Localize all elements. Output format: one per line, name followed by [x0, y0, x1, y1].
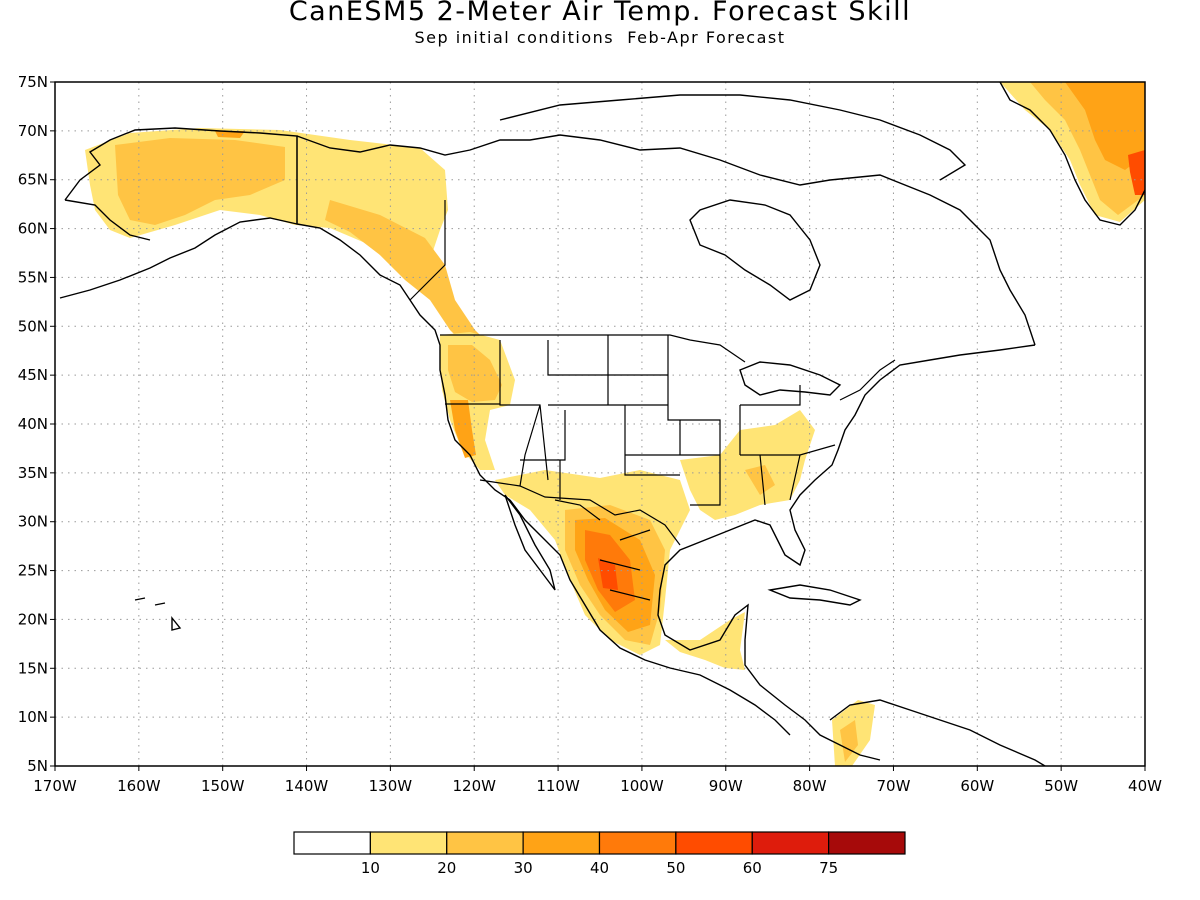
coastline-alaska-west	[64, 199, 151, 241]
lon-label: 150W	[201, 777, 245, 795]
colorbar-label: 60	[743, 859, 762, 877]
boundary-us-canada	[440, 334, 896, 401]
colorbar: 10 20 30 40 50 60 75	[293, 831, 906, 877]
coastline-arctic-islands	[499, 94, 967, 181]
latitude-labels: 5N 10N 15N 20N 25N 30N 35N 40N 45N 50N 55N 60N 65N 70…	[18, 73, 55, 775]
lat-label: 25N	[18, 562, 48, 580]
lon-label: 170W	[33, 777, 77, 795]
coastline-great-lakes	[739, 361, 842, 396]
coastline-greenland	[999, 82, 1145, 226]
colorbar-label: 50	[666, 859, 685, 877]
lon-label: 130W	[369, 777, 413, 795]
lon-label: 100W	[620, 777, 664, 795]
lat-label: 75N	[18, 73, 48, 91]
skill-region-alaska-interior	[115, 138, 285, 225]
coastline-alaska	[64, 127, 511, 501]
lon-label: 90W	[709, 777, 743, 795]
lon-label: 110W	[536, 777, 580, 795]
skill-region-southeast-us	[680, 410, 815, 520]
colorbar-swatch	[751, 831, 830, 855]
lat-label: 15N	[18, 659, 48, 677]
skill-region-california	[450, 400, 476, 458]
skill-region-bc-coast	[325, 200, 490, 350]
colorbar-swatch	[369, 831, 448, 855]
lat-label: 35N	[18, 464, 48, 482]
boundary-us-mexico	[479, 479, 681, 546]
coastline-mexico-west	[509, 499, 791, 736]
colorbar-swatch	[446, 831, 524, 855]
coastline-baja	[504, 494, 556, 591]
lon-label: 120W	[452, 777, 496, 795]
colorbar-label: 10	[361, 859, 380, 877]
longitude-labels: 170W 160W 150W 140W 130W 120W 110W 100W 90W 80W 70…	[33, 766, 1162, 795]
boundary-canada-provinces	[296, 136, 446, 301]
coastline-east-us	[657, 344, 1036, 761]
colorbar-swatch	[293, 831, 371, 855]
lat-label: 10N	[18, 708, 48, 726]
lon-label: 140W	[285, 777, 329, 795]
skill-region-alaska-peak	[215, 131, 245, 138]
colorbar-label: 20	[437, 859, 456, 877]
skill-region-central-america	[665, 612, 745, 670]
lon-label: 80W	[793, 777, 827, 795]
coastline-south-america	[829, 699, 1046, 766]
lat-label: 70N	[18, 122, 48, 140]
colorbar-swatch	[828, 831, 906, 855]
skill-region-oregon	[448, 345, 502, 402]
coastline-alaska-south	[59, 217, 298, 299]
lat-label: 60N	[18, 220, 48, 238]
coastline-hawaii	[134, 597, 182, 631]
skill-region-southeast-us-30	[745, 465, 775, 495]
political-boundaries	[296, 136, 896, 601]
coastlines	[59, 82, 1145, 766]
map-title: CanESM5 2-Meter Air Temp. Forecast Skill	[288, 0, 912, 27]
lat-label: 40N	[18, 415, 48, 433]
boundary-state-lines	[445, 335, 836, 506]
colorbar-swatch	[522, 831, 601, 855]
coastline-hudson-bay	[689, 199, 821, 301]
colorbar-swatch	[598, 831, 677, 855]
colorbar-label: 40	[590, 859, 609, 877]
boundary-mexico-states	[554, 499, 651, 601]
colorbar-label: 75	[819, 859, 838, 877]
coastline-cuba	[767, 584, 862, 606]
lat-label: 50N	[18, 317, 48, 335]
lat-label: 55N	[18, 268, 48, 286]
lon-label: 40W	[1128, 777, 1162, 795]
map-subtitle: Sep initial conditions Feb-Apr Forecast	[414, 28, 786, 47]
colorbar-label: 30	[514, 859, 533, 877]
lat-label: 20N	[18, 610, 48, 628]
skill-region-greenland-40	[1065, 82, 1145, 170]
colorbar-swatch	[675, 831, 753, 855]
lon-label: 60W	[960, 777, 994, 795]
skill-region-greenland-50	[1128, 150, 1145, 195]
skill-region-mexico-60	[598, 558, 618, 590]
lon-label: 160W	[117, 777, 161, 795]
coastline-canada-arctic	[296, 134, 1036, 346]
skill-shading	[85, 82, 1145, 766]
lon-label: 70W	[877, 777, 911, 795]
lat-label: 45N	[18, 366, 48, 384]
lon-label: 50W	[1044, 777, 1078, 795]
lat-label: 65N	[18, 171, 48, 189]
skill-region-south-america-30	[840, 720, 858, 762]
lat-label: 30N	[18, 513, 48, 531]
lat-label: 5N	[27, 757, 48, 775]
